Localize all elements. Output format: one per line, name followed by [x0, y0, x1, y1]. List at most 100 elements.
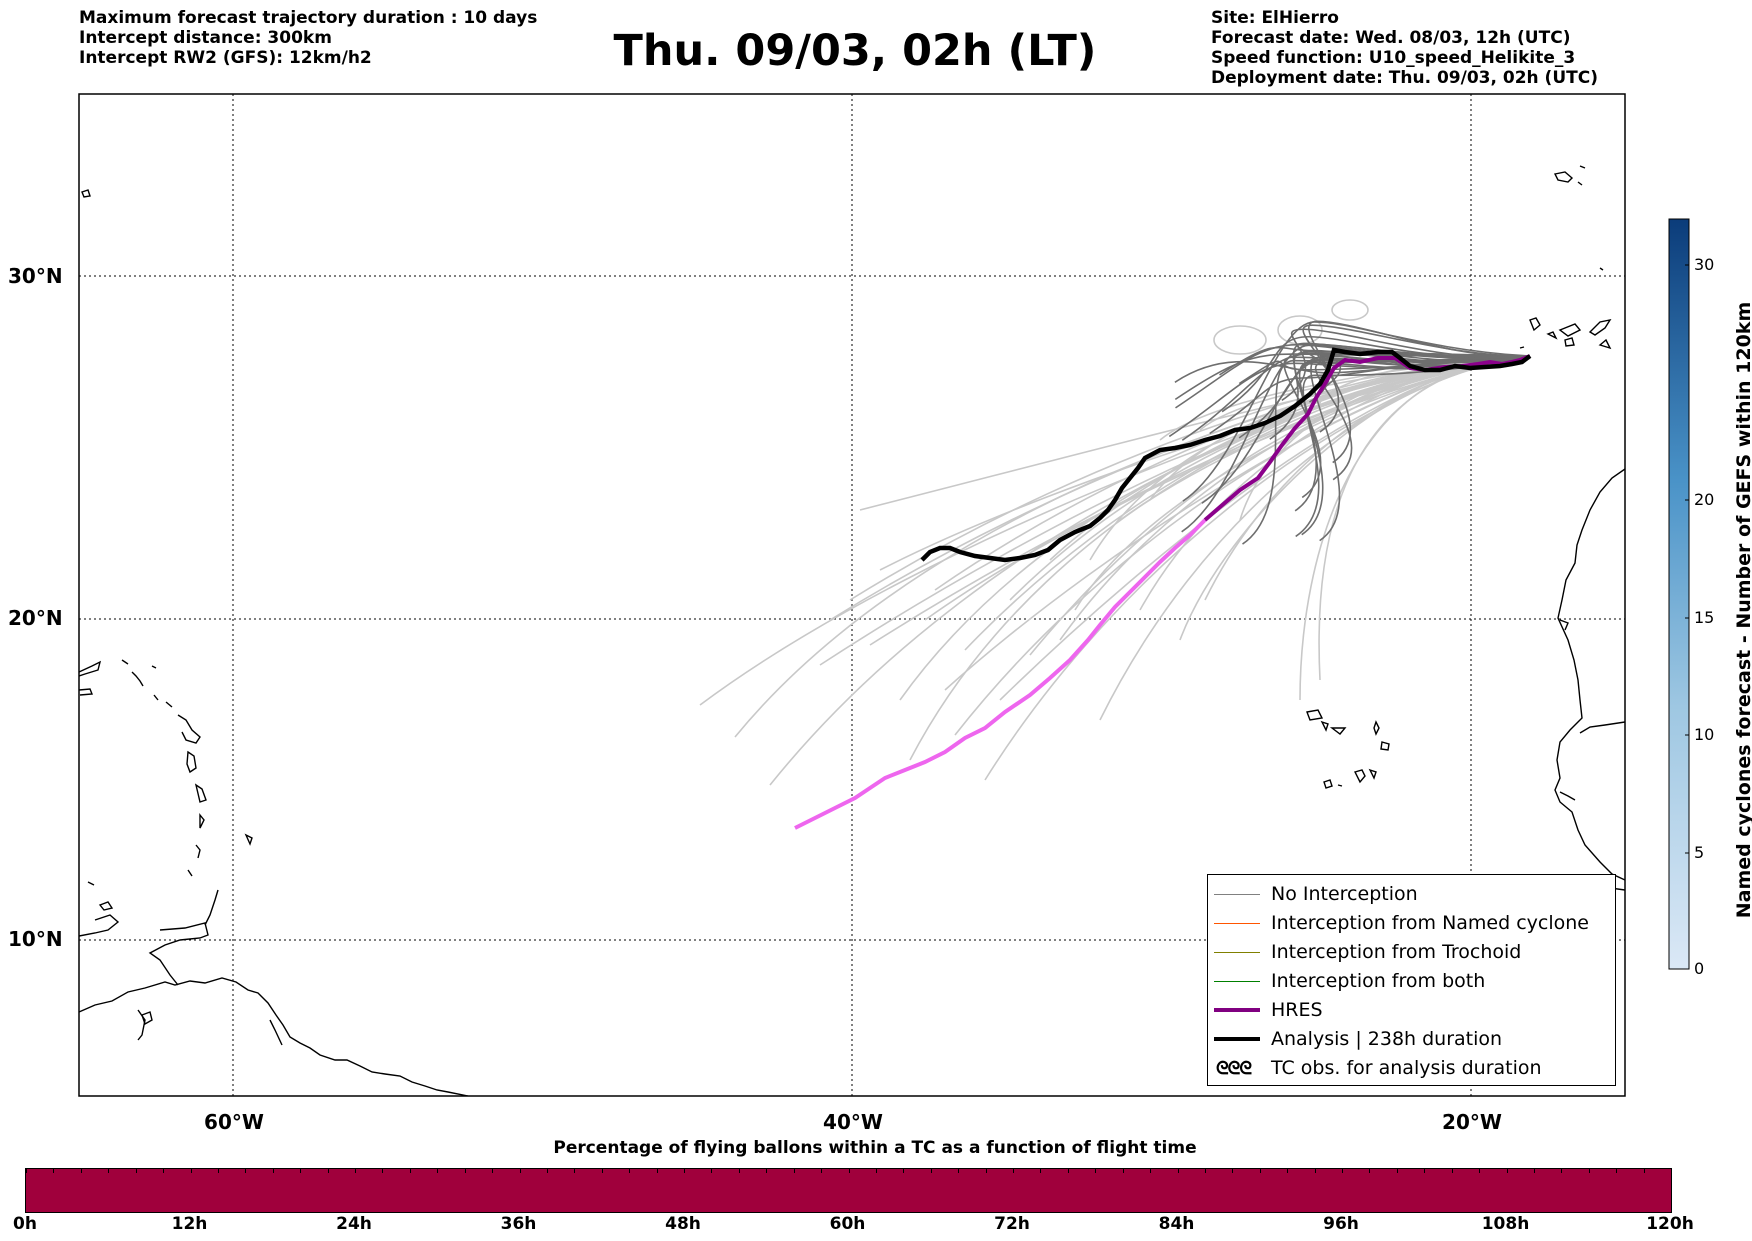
flight-time-minor-tick [1067, 1169, 1069, 1173]
flight-time-tick-label: 36h [500, 1214, 537, 1234]
island-canary-gomera [1546, 331, 1558, 340]
trajectory-analysis [920, 347, 1532, 563]
island-cv-boavista [1380, 741, 1390, 751]
trajectory-hres-late [1203, 354, 1531, 522]
flight-time-minor-tick [382, 1169, 384, 1173]
header-line-forecast-date: Forecast date: Wed. 08/03, 12h (UTC) [1211, 28, 1571, 48]
flight-time-tick-label: 96h [1323, 1214, 1359, 1234]
flight-time-minor-tick [1561, 1169, 1563, 1173]
coast-tiny-a [1599, 267, 1604, 271]
ensemble-trajectory-dark [1181, 353, 1531, 441]
flight-time-minor-tick [108, 1169, 110, 1173]
colorbar-tick-0: 0 [1694, 959, 1705, 978]
island-pr [79, 688, 94, 696]
legend-label-tc-obs: TC obs. for analysis duration [1271, 1057, 1542, 1079]
island-cv-maio [1353, 769, 1366, 784]
africa-dakhla [1559, 619, 1569, 631]
flight-time-minor-tick [574, 1169, 576, 1173]
lon-label-20w: 20°W [1442, 1110, 1502, 1134]
island-cv-santoantao [1306, 709, 1324, 721]
island-canary-tenerife [1558, 323, 1582, 337]
legend-swatch-hres [1214, 1008, 1260, 1012]
flight-time-minor-tick [135, 1169, 137, 1173]
island-martinique [194, 783, 207, 803]
legend: No Interception Interception from Named … [1207, 874, 1616, 1086]
flight-time-minor-tick [1479, 1169, 1481, 1173]
flight-time-minor-tick [1616, 1169, 1618, 1173]
flight-time-tick-label: 24h [336, 1214, 372, 1234]
flight-time-bar [25, 1168, 1672, 1213]
flight-time-minor-tick [1424, 1169, 1426, 1173]
flight-time-minor-tick [355, 1169, 356, 1173]
legend-item-analysis: Analysis | 238h duration [1208, 1026, 1615, 1052]
lon-label-60w: 60°W [204, 1110, 264, 1134]
flight-time-minor-tick [793, 1169, 795, 1173]
colorbar-tick-15: 15 [1694, 608, 1715, 627]
header-line-intercept-distance: Intercept distance: 300km [79, 28, 332, 48]
flight-time-minor-tick [848, 1169, 850, 1173]
flight-time-bar-title: Percentage of flying ballons within a TC… [553, 1138, 1197, 1158]
island-canary-fuerteventura [1588, 318, 1612, 336]
flight-time-minor-tick [766, 1169, 768, 1173]
flight-time-tick-label: 0h [13, 1214, 37, 1234]
flight-time-minor-tick [409, 1169, 411, 1173]
ensemble-trajectory [1099, 355, 1531, 721]
flight-time-minor-tick [1588, 1169, 1590, 1173]
legend-label-hres: HRES [1271, 999, 1323, 1021]
flight-time-minor-tick [1369, 1169, 1371, 1173]
flight-time-minor-tick [1204, 1169, 1206, 1173]
flight-time-minor-tick [546, 1169, 548, 1173]
flight-time-minor-tick [1122, 1169, 1124, 1173]
colorbar-ticks [1685, 264, 1689, 970]
flight-time-minor-tick [1287, 1169, 1289, 1173]
flight-time-tick-label: 84h [1158, 1214, 1195, 1234]
flight-time-tick-label: 120h [1646, 1214, 1694, 1234]
island-hispaniola-edge [79, 660, 102, 677]
lat-label-20n: 20°N [8, 606, 63, 630]
flight-time-minor-tick [327, 1169, 329, 1173]
legend-item-trochoid: Interception from Trochoid [1208, 939, 1615, 965]
flight-time-minor-tick [26, 1169, 27, 1173]
coast-trinidad [204, 889, 219, 926]
flight-time-minor-tick [711, 1169, 713, 1173]
flight-time-minor-tick [1150, 1169, 1152, 1173]
flight-time-minor-tick [930, 1169, 932, 1173]
coast-venezuela-west [79, 914, 120, 937]
flight-time-tick-label: 48h [665, 1214, 701, 1234]
flight-time-minor-tick [464, 1169, 466, 1173]
island-antigua [165, 701, 173, 708]
flight-time-minor-tick [217, 1169, 219, 1173]
island-stlucia [199, 813, 205, 829]
flight-time-minor-tick [738, 1169, 740, 1173]
flight-time-minor-tick [684, 1169, 685, 1173]
island-dominica [186, 750, 197, 774]
cyclone-colorbar [1668, 218, 1690, 970]
flight-time-minor-tick [245, 1169, 247, 1173]
flight-time-minor-tick [272, 1169, 274, 1173]
header-line-deployment-date: Deployment date: Thu. 09/03, 02h (UTC) [1211, 68, 1598, 88]
island-margarita [141, 1011, 153, 1026]
flight-time-minor-tick [903, 1169, 905, 1173]
lon-label-40w: 40°W [823, 1110, 883, 1134]
island-cv-santiago [1368, 768, 1377, 780]
flight-time-minor-tick [985, 1169, 987, 1173]
island-sint-maarten [151, 665, 157, 669]
colorbar-label: Named cyclones forecast - Number of GEFS… [1733, 301, 1752, 919]
header-line-duration: Maximum forecast trajectory duration : 1… [79, 8, 538, 28]
island-cv-brava [1337, 784, 1343, 787]
legend-item-both: Interception from both [1208, 968, 1615, 994]
ensemble-trajectory-dark [1182, 321, 1531, 502]
flight-time-minor-tick [519, 1169, 521, 1173]
flight-time-minor-tick [1232, 1169, 1234, 1173]
legend-item-hres: HRES [1208, 997, 1615, 1023]
header-line-intercept-rw2: Intercept RW2 (GFS): 12km/h2 [79, 48, 372, 68]
flight-time-minor-tick [1671, 1169, 1672, 1173]
flight-time-minor-tick [875, 1169, 877, 1173]
island-madeira-b [1577, 181, 1583, 186]
island-madeira-c [1579, 165, 1586, 169]
flight-time-minor-tick [1177, 1169, 1179, 1173]
island-canary-east [1519, 346, 1525, 349]
tc-symbol-icon: ᘓᘓᘓ [1216, 1058, 1252, 1079]
flight-time-minor-tick [821, 1169, 823, 1173]
colorbar-tick-30: 30 [1694, 255, 1715, 274]
